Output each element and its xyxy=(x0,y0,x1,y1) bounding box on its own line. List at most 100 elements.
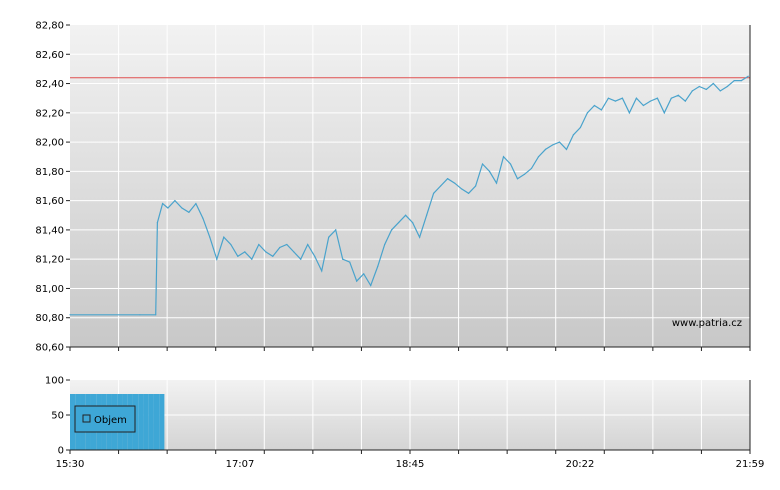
price-point xyxy=(530,167,533,170)
y-tick-label: 82,60 xyxy=(35,50,64,61)
volume-bar xyxy=(132,394,139,450)
price-point xyxy=(258,243,260,246)
y-tick-label: 81,40 xyxy=(35,225,64,236)
price-point xyxy=(495,182,498,184)
volume-grid xyxy=(70,380,750,450)
volume-y-axis: 0 50 100 xyxy=(45,376,70,457)
x-tick-label: 17:07 xyxy=(226,459,255,470)
price-point xyxy=(740,80,742,82)
price-series-points xyxy=(69,75,749,316)
price-point xyxy=(635,97,637,99)
price-point xyxy=(670,97,672,99)
price-chart: 80,60 80,80 81,00 81,20 81,40 81,60 81,80 82,00… xyxy=(35,21,751,354)
price-point xyxy=(649,100,651,102)
price-point xyxy=(614,100,616,102)
price-point xyxy=(342,258,344,260)
y-tick-label: 82,80 xyxy=(35,21,64,32)
price-point xyxy=(251,258,253,260)
price-point xyxy=(155,314,157,316)
y-tick-label: 81,20 xyxy=(35,255,64,266)
price-x-ticks xyxy=(69,347,751,351)
price-point xyxy=(139,314,141,316)
price-point xyxy=(593,104,596,107)
price-point xyxy=(181,207,183,209)
price-point xyxy=(384,243,386,246)
price-point xyxy=(628,112,630,114)
watermark: www.patria.cz xyxy=(672,318,742,329)
price-point xyxy=(195,202,197,205)
price-point xyxy=(209,236,211,238)
price-point xyxy=(328,236,330,238)
price-point xyxy=(230,243,232,246)
price-point xyxy=(202,217,204,219)
price-grid xyxy=(70,25,750,347)
y-tick-label: 81,60 xyxy=(35,196,64,207)
price-point xyxy=(502,156,505,158)
price-point xyxy=(412,221,414,224)
price-point xyxy=(586,112,589,114)
price-point xyxy=(684,100,686,102)
price-point xyxy=(481,163,484,165)
price-point xyxy=(558,141,561,143)
volume-bar xyxy=(153,394,160,450)
price-point xyxy=(726,85,728,88)
price-point xyxy=(453,182,456,184)
y-tick-label: 81,00 xyxy=(35,284,64,295)
y-tick-label: 81,80 xyxy=(35,167,64,178)
legend-box xyxy=(74,405,136,433)
price-point xyxy=(377,265,379,268)
price-point xyxy=(223,236,225,238)
volume-bar xyxy=(159,394,165,450)
price-point xyxy=(705,88,707,90)
price-point xyxy=(474,185,477,187)
price-point xyxy=(265,251,267,253)
price-point xyxy=(419,236,421,238)
price-point xyxy=(162,202,164,205)
price-point xyxy=(747,75,749,77)
price-point xyxy=(446,178,449,180)
price-point xyxy=(174,200,176,202)
volume-chart: 0 50 100 15:30 17:07 18:45 20:22 21:59 Objem xyxy=(45,376,765,471)
x-tick-label: 20:22 xyxy=(566,459,595,470)
price-point xyxy=(516,178,519,180)
volume-bar xyxy=(138,394,144,450)
price-point xyxy=(607,97,610,99)
price-point xyxy=(565,148,568,151)
price-point xyxy=(286,243,288,246)
price-point xyxy=(314,255,316,257)
price-point xyxy=(321,270,323,272)
price-point xyxy=(509,163,512,165)
price-point xyxy=(300,258,302,260)
price-point xyxy=(663,112,665,114)
price-point xyxy=(579,126,582,129)
price-point xyxy=(349,261,351,263)
legend-label: Objem xyxy=(94,415,127,426)
price-point xyxy=(551,144,554,146)
x-tick-label: 15:30 xyxy=(56,459,85,470)
price-point xyxy=(216,258,218,260)
price-point xyxy=(370,284,372,287)
price-point xyxy=(356,280,358,282)
x-tick-label: 18:45 xyxy=(396,459,425,470)
price-point xyxy=(293,251,295,253)
price-point xyxy=(523,173,526,175)
x-tick-label: 21:59 xyxy=(736,459,765,470)
volume-bar xyxy=(70,394,76,450)
price-point xyxy=(691,90,693,92)
volume-y-tick-label: 50 xyxy=(51,411,64,422)
y-tick-label: 82,00 xyxy=(35,138,64,149)
price-point xyxy=(156,221,159,224)
volume-bar xyxy=(143,394,149,450)
price-point xyxy=(698,85,700,88)
price-point xyxy=(733,80,735,82)
y-tick-label: 80,60 xyxy=(35,343,64,354)
price-point xyxy=(391,229,393,231)
price-point xyxy=(677,94,679,96)
volume-y-tick-label: 100 xyxy=(45,376,64,387)
y-tick-label: 82,20 xyxy=(35,108,64,119)
price-point xyxy=(439,185,442,187)
price-point xyxy=(712,82,714,85)
volume-bar xyxy=(148,394,154,450)
price-point xyxy=(69,314,71,316)
